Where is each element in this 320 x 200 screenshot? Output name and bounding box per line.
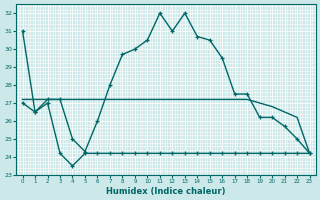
X-axis label: Humidex (Indice chaleur): Humidex (Indice chaleur) <box>106 187 226 196</box>
